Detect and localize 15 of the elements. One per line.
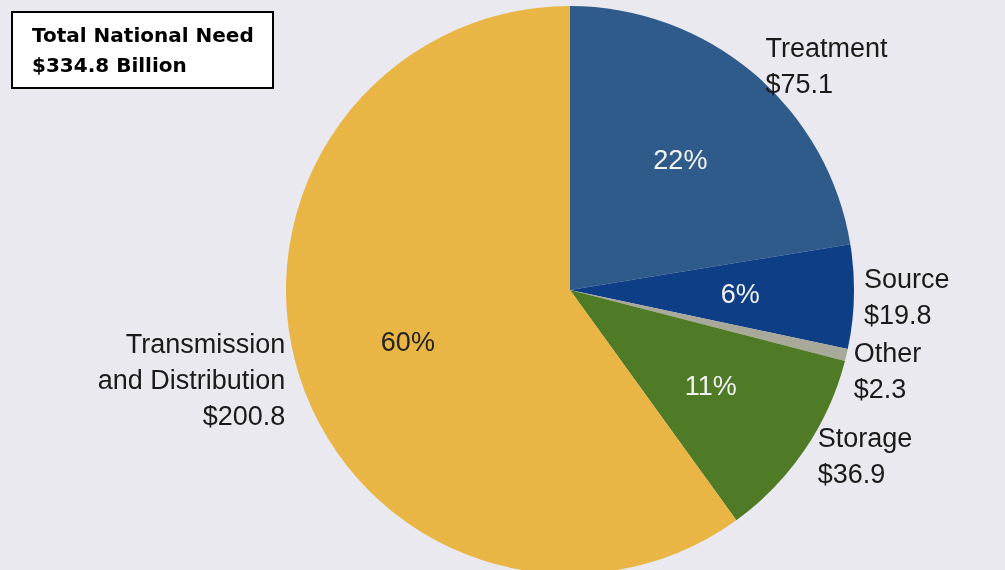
slice-label: Other <box>853 338 922 369</box>
text: 6% <box>720 279 760 310</box>
data-label: $2.3 <box>853 374 907 405</box>
slice-label: Treatment <box>765 32 888 63</box>
slice-label: Source <box>863 264 950 295</box>
text: 22% <box>653 145 708 176</box>
data-label: $19.8 <box>863 300 932 331</box>
text: 11% <box>684 371 737 402</box>
text: 60% <box>380 327 435 358</box>
data-label: $75.1 <box>765 68 833 99</box>
data-label: $36.9 <box>817 458 886 489</box>
data-label: $200.8 <box>202 401 286 432</box>
text: Total National Need $334.8 Billion <box>32 23 254 77</box>
slice-label: Storage <box>817 422 913 453</box>
slice-label: Transmission and Distribution <box>97 329 286 396</box>
